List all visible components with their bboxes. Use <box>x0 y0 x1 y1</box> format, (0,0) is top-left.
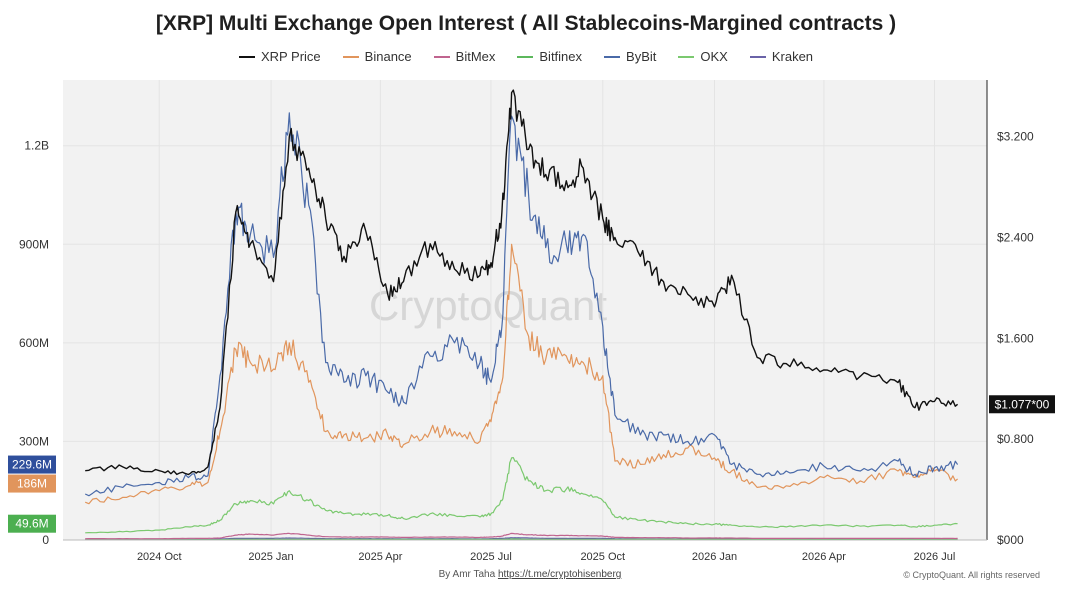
legend-label: XRP Price <box>260 49 321 64</box>
left-axis-tick-label: 1.2B <box>24 139 49 153</box>
legend-swatch <box>604 55 621 58</box>
legend-label: OKX <box>700 49 728 64</box>
legend-swatch <box>433 55 450 58</box>
byline-author: By Amr Taha <box>438 569 496 580</box>
series-line-bitfinex <box>85 538 958 541</box>
chart-legend: XRP Price Binance BitMex Bitfinex ByBit OKX Kr… <box>0 49 1052 64</box>
left-axis-tick-label: 900M <box>19 237 49 251</box>
last-value-tag-box <box>8 514 56 533</box>
legend-item-bitfinex[interactable]: Bitfinex <box>517 49 582 64</box>
right-axis-tick-label: $0.800 <box>997 432 1034 446</box>
chart-byline: By Amr Taha https://t.me/cryptohisenberg <box>330 569 730 580</box>
legend-item-bitmex[interactable]: BitMex <box>433 49 496 64</box>
watermark: CryptoQuant <box>369 282 607 329</box>
right-axis-tick-label: $000 <box>997 533 1024 547</box>
legend-label: ByBit <box>626 49 657 64</box>
x-tick-label: 2026 Apr <box>802 551 846 563</box>
x-tick-label: 2026 Jan <box>692 551 737 563</box>
legend-swatch <box>517 55 534 58</box>
last-value-tag-label: 229.6M <box>12 458 52 472</box>
legend-label: Kraken <box>771 49 814 64</box>
legend-swatch <box>749 55 766 58</box>
last-value-tag-label: $1.077*00 <box>995 397 1050 411</box>
legend-label: Binance <box>364 49 412 64</box>
last-value-tag: 229.6M <box>8 455 56 474</box>
last-value-tag: 49.6M <box>8 514 56 533</box>
x-tick-label: 2024 Oct <box>137 551 182 563</box>
last-value-tag-label: 186M <box>17 477 47 491</box>
legend-label: BitMex <box>455 49 496 64</box>
right-axis-tick-label: $2.400 <box>997 231 1034 245</box>
last-value-tag-box <box>8 474 56 493</box>
legend-item-xrp-price[interactable]: XRP Price <box>238 49 321 64</box>
last-value-tag: $1.077*00 <box>989 395 1055 414</box>
byline-link[interactable]: https://t.me/cryptohisenberg <box>497 569 622 580</box>
series-line-okx <box>85 457 958 534</box>
right-axis-tick-label: $1.600 <box>997 331 1034 345</box>
series-line-bybit <box>84 112 959 497</box>
right-axis-tick-label: $3.200 <box>997 130 1034 144</box>
legend-swatch <box>342 55 359 58</box>
x-tick-label: 2025 Jul <box>470 551 512 563</box>
plot-background <box>63 80 987 540</box>
x-tick-label: 2025 Jan <box>248 551 293 563</box>
legend-item-binance[interactable]: Binance <box>342 49 412 64</box>
x-tick-label: 2026 Jul <box>914 551 956 563</box>
legend-item-kraken[interactable]: Kraken <box>749 49 814 64</box>
left-axis-tick-label: 600M <box>19 336 49 350</box>
x-tick-label: 2025 Apr <box>358 551 402 563</box>
last-value-tag: 186M <box>8 474 56 493</box>
series-line-bitmex <box>85 532 958 540</box>
copyright-notice: © CryptoQuant. All rights reserved <box>903 570 1040 580</box>
left-axis-tick-label: 0 <box>42 533 49 547</box>
x-tick-label: 2025 Oct <box>580 551 625 563</box>
last-value-tag-label: 49.6M <box>15 517 48 531</box>
legend-label: Bitfinex <box>539 49 583 64</box>
chart-title: [XRP] Multi Exchange Open Interest ( All… <box>155 12 897 35</box>
legend-item-okx[interactable]: OKX <box>678 49 728 64</box>
series-line-xrp-price <box>85 89 959 476</box>
last-value-tag-box <box>8 455 56 474</box>
series-line-binance <box>84 243 958 505</box>
last-value-tag-box <box>989 395 1055 414</box>
legend-swatch <box>678 55 695 58</box>
legend-swatch <box>238 55 255 58</box>
left-axis-tick-label: 300M <box>19 434 49 448</box>
legend-item-bybit[interactable]: ByBit <box>604 49 656 64</box>
